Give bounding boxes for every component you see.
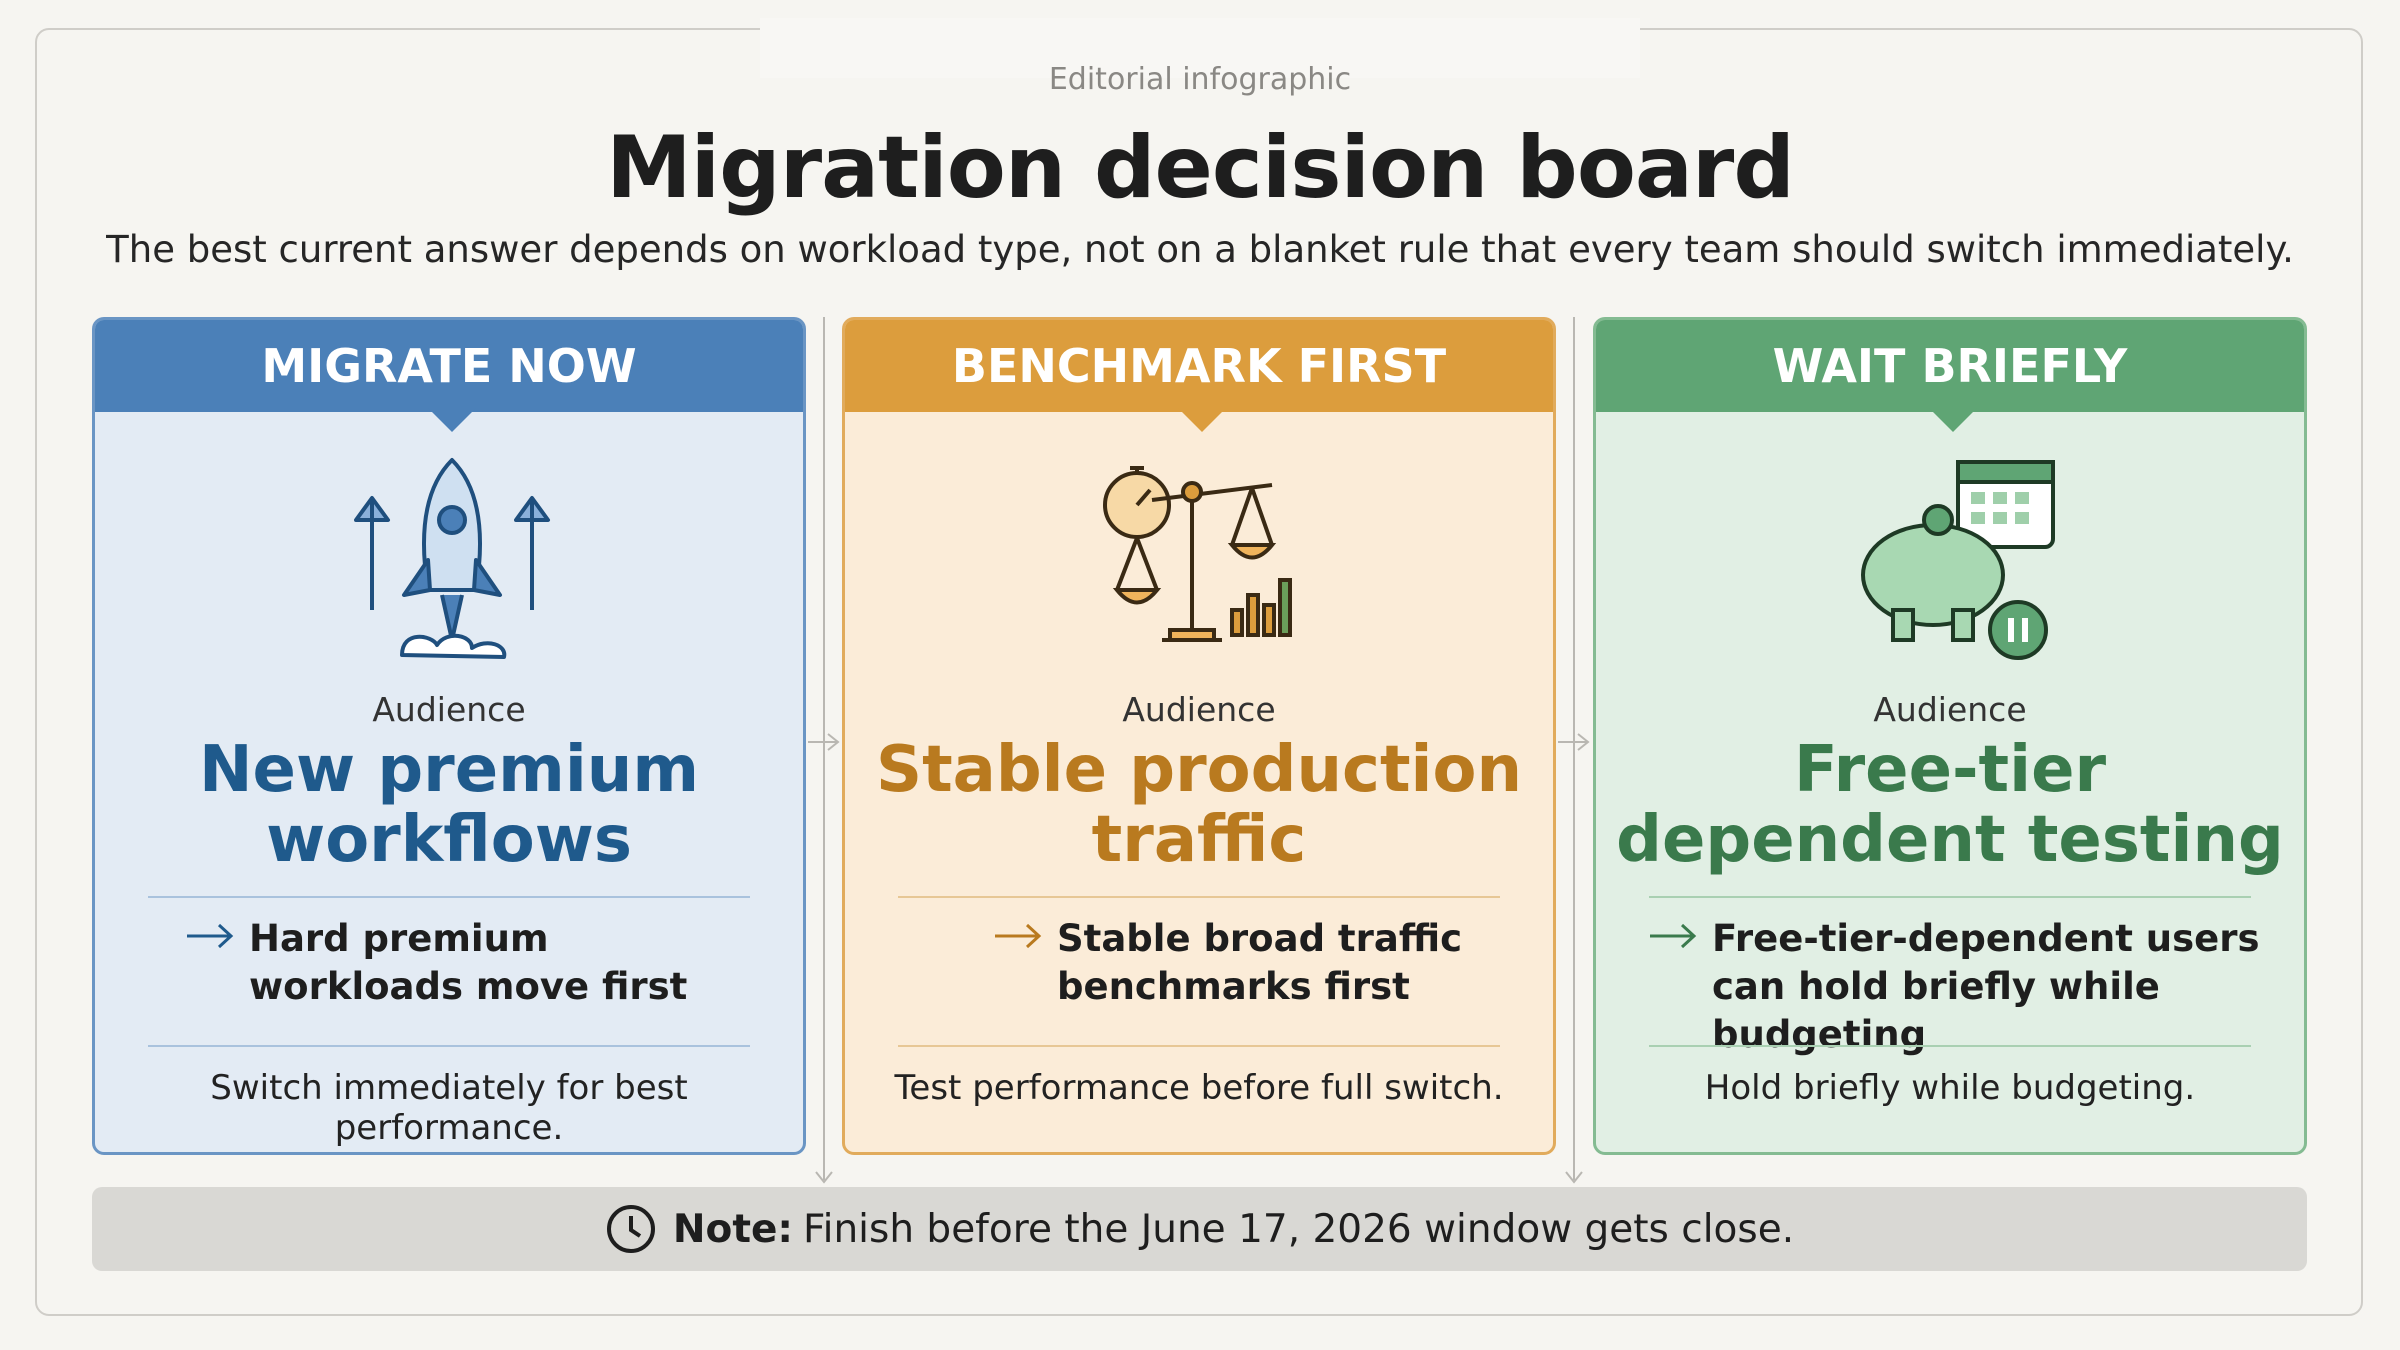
note-text: Finish before the June 17, 2026 window g… [803, 1206, 1795, 1252]
clock-icon [606, 1205, 655, 1253]
divider [148, 896, 750, 898]
divider [898, 1045, 1500, 1047]
divider [1649, 896, 2251, 898]
arrow-icon [187, 923, 234, 949]
summary: Hold briefly while budgeting. [1704, 1068, 2196, 1108]
notch [1178, 408, 1226, 432]
notch [1929, 408, 1977, 432]
card-header: MIGRATE NOW [95, 320, 803, 412]
frame-gap [760, 18, 1640, 78]
audience: Stable production traffic [875, 733, 1523, 877]
divider [1649, 1045, 2251, 1047]
title: Migration decision board [606, 118, 1795, 218]
point-text: Hard premium workloads move first [249, 917, 688, 1008]
audience-label: Audience [1873, 690, 2027, 729]
note: Note: Finish before the June 17, 2026 wi… [92, 1187, 2307, 1271]
audience-label: Audience [1122, 690, 1276, 729]
point-text: Stable broad traffic benchmarks first [1057, 917, 1463, 1008]
point-text: Free-tier-dependent users can hold brief… [1712, 917, 2260, 1056]
card: BENCHMARK FIRST Audience Stable producti… [842, 317, 1556, 1155]
piggy-icon [1861, 460, 2055, 660]
card-header: BENCHMARK FIRST [845, 320, 1553, 412]
audience-label: Audience [372, 690, 526, 729]
arrow-icon [1650, 923, 1697, 949]
kicker: Editorial infographic [1048, 62, 1352, 97]
arrow-icon [995, 923, 1042, 949]
note-label: Note: [672, 1206, 794, 1252]
audience: New premium workflows [198, 733, 700, 877]
card: WAIT BRIEFLY Audience Free-tier dependen… [1593, 317, 2307, 1155]
point: Hard premium workloads move first [185, 915, 763, 1011]
card: MIGRATE NOW Audience New premium workflo… [92, 317, 806, 1155]
subtitle: The best current answer depends on workl… [106, 228, 2294, 271]
rocket-icon [354, 458, 550, 659]
summary: Switch immediately for best performance. [210, 1068, 688, 1148]
point: Free-tier-dependent users can hold brief… [1648, 915, 2264, 1059]
notch [428, 408, 476, 432]
point: Stable broad traffic benchmarks first [993, 915, 1513, 1011]
card-header: WAIT BRIEFLY [1596, 320, 2304, 412]
summary: Test performance before full switch. [894, 1068, 1504, 1108]
divider [898, 896, 1500, 898]
scale-icon [1103, 466, 1292, 642]
audience: Free-tier dependent testing [1616, 733, 2284, 877]
divider [148, 1045, 750, 1047]
